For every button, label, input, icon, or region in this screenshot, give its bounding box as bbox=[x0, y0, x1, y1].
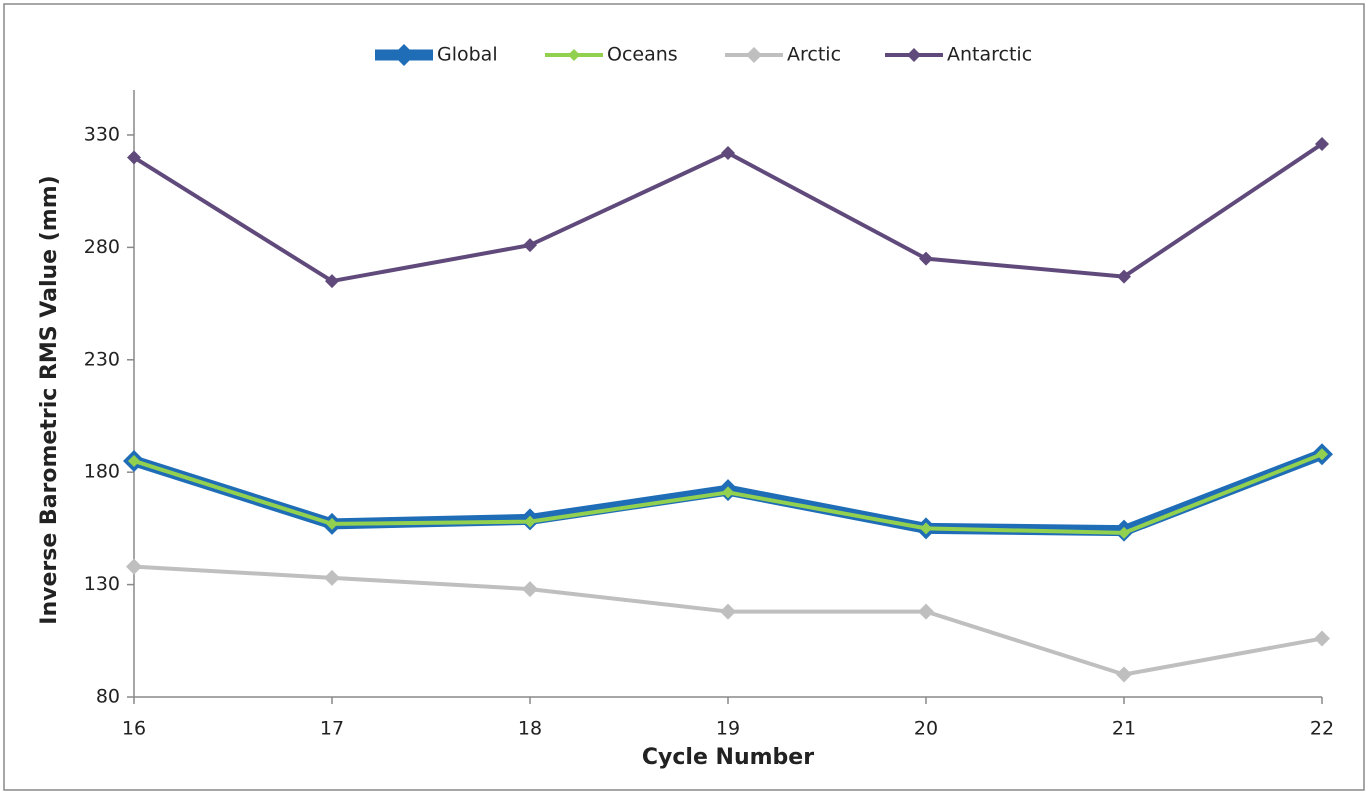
point-marker bbox=[1315, 136, 1329, 151]
y-tick-label: 180 bbox=[84, 461, 120, 483]
point-marker bbox=[1116, 666, 1132, 683]
x-tick-label: 17 bbox=[320, 718, 344, 740]
legend-label: Antarctic bbox=[947, 44, 1032, 66]
legend-marker bbox=[907, 48, 921, 62]
point-marker bbox=[523, 238, 537, 253]
y-axis-label: Inverse Barometric RMS Value (mm) bbox=[37, 175, 62, 624]
point-marker bbox=[1117, 269, 1131, 284]
legend-marker bbox=[746, 47, 762, 63]
y-tick-label: 130 bbox=[84, 573, 120, 595]
point-marker bbox=[325, 274, 339, 289]
y-tick-label: 280 bbox=[84, 236, 120, 258]
chart-frame bbox=[3, 3, 1365, 791]
point-marker bbox=[1316, 448, 1328, 461]
point-marker bbox=[720, 603, 736, 620]
legend-marker bbox=[568, 49, 580, 61]
x-tick-label: 19 bbox=[716, 718, 740, 740]
y-tick-label: 330 bbox=[84, 123, 120, 145]
point-marker bbox=[1314, 630, 1330, 647]
point-marker bbox=[522, 581, 538, 598]
x-tick-label: 16 bbox=[122, 718, 146, 740]
legend-label: Oceans bbox=[607, 44, 678, 66]
point-marker bbox=[1118, 526, 1130, 539]
legend-marker bbox=[393, 44, 415, 66]
point-marker bbox=[918, 603, 934, 620]
point-marker bbox=[126, 558, 142, 575]
point-marker bbox=[919, 251, 933, 266]
legend-label: Global bbox=[437, 44, 498, 66]
point-marker bbox=[128, 454, 140, 467]
x-tick-label: 18 bbox=[518, 718, 542, 740]
point-marker bbox=[721, 145, 735, 160]
legend-label: Arctic bbox=[787, 44, 841, 66]
point-marker bbox=[127, 150, 141, 165]
point-marker bbox=[326, 517, 338, 530]
point-marker bbox=[324, 569, 340, 586]
x-tick-label: 20 bbox=[914, 718, 938, 740]
y-tick-label: 80 bbox=[96, 686, 120, 708]
x-tick-label: 22 bbox=[1310, 718, 1334, 740]
x-tick-label: 21 bbox=[1112, 718, 1136, 740]
y-tick-label: 230 bbox=[84, 348, 120, 370]
point-marker bbox=[920, 522, 932, 535]
point-marker bbox=[722, 486, 734, 499]
point-marker bbox=[524, 515, 536, 528]
x-axis-label: Cycle Number bbox=[642, 745, 814, 770]
